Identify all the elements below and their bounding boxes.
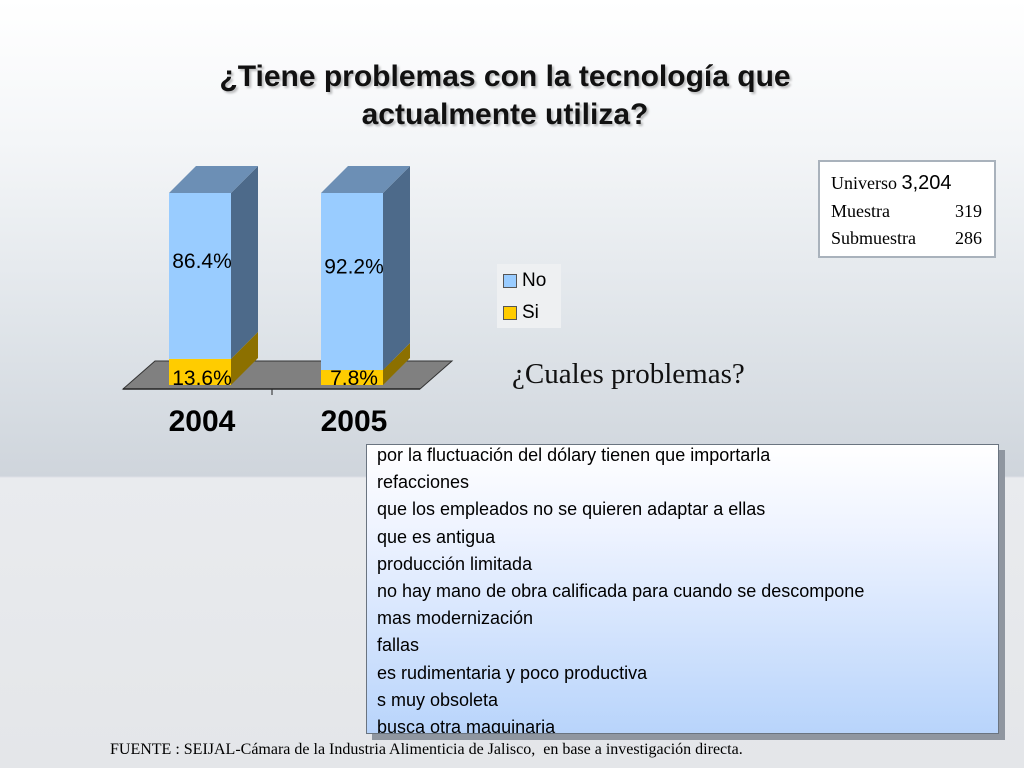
- x-tick-label-2004: 2004: [169, 405, 236, 438]
- problem-item: mas modernización: [377, 608, 534, 629]
- submuestra-label: Submuestra: [831, 228, 916, 248]
- universo-label: Universo: [831, 173, 897, 193]
- problem-item: refacciones: [377, 472, 470, 493]
- bar-top-2004: [169, 166, 258, 193]
- data-label-no-2004: 86.4%: [172, 250, 232, 273]
- problem-item: fallas: [377, 635, 420, 656]
- legend-label-no: No: [522, 270, 547, 291]
- stats-row-universo: Universo 3,204: [831, 172, 982, 196]
- bar-side-si-2005: [383, 343, 410, 385]
- muestra-label: Muestra: [831, 201, 890, 221]
- problem-item: s muy obsoleta: [377, 689, 499, 710]
- bar-side-no-2005: [383, 166, 410, 371]
- chart-title-line-2: actualmente utiliza?: [361, 98, 649, 131]
- question-heading: ¿Cuales problemas?: [512, 358, 745, 390]
- problem-item: por la fluctuación del dólary tienen que…: [377, 445, 771, 465]
- submuestra-value: 286: [955, 228, 982, 248]
- problem-item: que los empleados no se quieren adaptar …: [377, 499, 766, 520]
- chart-legend: No Si: [497, 264, 561, 328]
- legend-item-no: No: [503, 270, 546, 292]
- sample-stats-box: Universo 3,204 Muestra 319 Submuestra 28…: [818, 160, 996, 258]
- legend-swatch-no: [503, 274, 517, 288]
- chart-title: ¿Tiene problemas con la tecnología que a…: [120, 58, 890, 134]
- data-label-si-2005: 7.8%: [330, 367, 378, 390]
- legend-label-si: Si: [522, 302, 539, 323]
- bar-top-2005: [321, 166, 410, 193]
- bar-si-2005: [321, 370, 383, 385]
- problem-item: no hay mano de obra calificada para cuan…: [377, 581, 865, 602]
- bar-side-no-2004: [231, 166, 258, 359]
- bar-no-2005: [321, 193, 383, 371]
- data-label-si-2004: 13.6%: [172, 367, 232, 390]
- problem-item: que es antigua: [377, 526, 496, 547]
- universo-value: 3,204: [901, 172, 952, 194]
- problem-item: es rudimentaria y poco productiva: [377, 662, 648, 683]
- stats-row-muestra: Muestra 319: [831, 201, 982, 225]
- bar-si-2004: [169, 358, 231, 385]
- problems-list-box: por la fluctuación del dólary tienen que…: [366, 444, 999, 734]
- data-label-no-2005: 92.2%: [324, 256, 384, 279]
- stats-row-submuestra: Submuestra 286: [831, 228, 982, 252]
- legend-swatch-si: [503, 306, 517, 320]
- chart-title-line-1: ¿Tiene problemas con la tecnología que: [219, 60, 791, 93]
- problems-list: por la fluctuación del dólary tienen que…: [367, 445, 998, 734]
- legend-item-si: Si: [503, 302, 539, 324]
- bar-side-si-2004: [231, 331, 258, 385]
- bar-no-2004: [169, 193, 231, 359]
- problem-item: busca otra maquinaria: [377, 717, 556, 734]
- muestra-value: 319: [955, 201, 982, 221]
- problem-item: producción limitada: [377, 553, 533, 574]
- x-tick-label-2005: 2005: [321, 405, 388, 438]
- source-footnote: FUENTE : SEIJAL-Cámara de la Industria A…: [110, 741, 743, 758]
